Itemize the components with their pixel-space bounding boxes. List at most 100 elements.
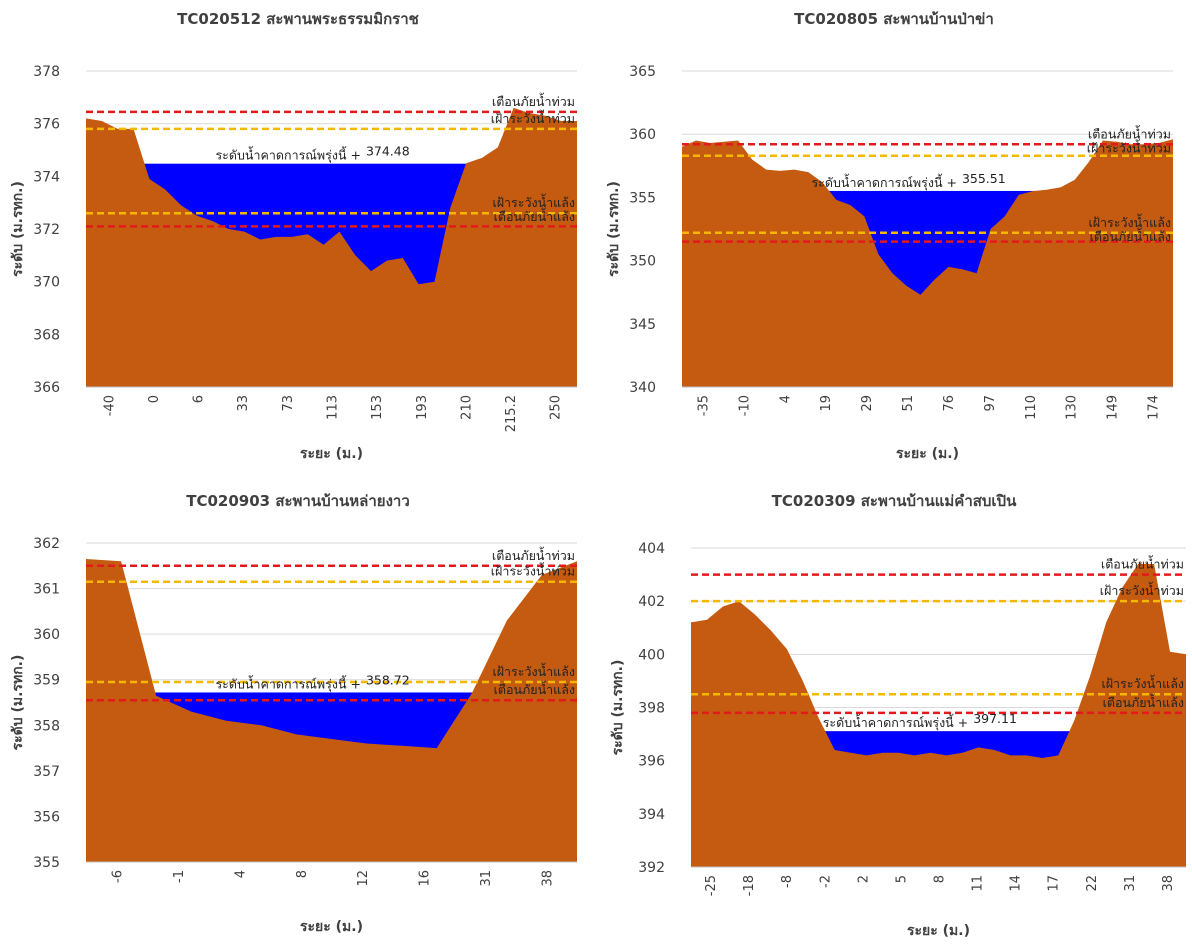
x-axis-title: ระยะ (ม.)	[300, 919, 363, 935]
forecast-label: ระดับน้ำคาดการณ์พรุ่งนี้ +	[823, 713, 969, 731]
y-tick-label: 359	[33, 673, 60, 689]
chart-tc020309: TC020309 สะพานบ้านแม่คำสบเปิน 392 394 396 39…	[610, 492, 1186, 939]
y-tick-label: 372	[33, 222, 60, 238]
y-tick-label: 366	[33, 380, 60, 396]
y-tick-label: 362	[33, 536, 60, 552]
threshold-label: เตือนภัยน้ำท่วม	[1088, 124, 1171, 141]
y-tick-label: 400	[638, 647, 665, 663]
threshold-label: เตือนภัยน้ำท่วม	[1101, 555, 1184, 572]
y-axis-title: ระดับ (ม.รทก.)	[610, 660, 626, 756]
x-tick-label: 5	[894, 875, 909, 883]
x-tick-label: 38	[1161, 875, 1176, 892]
y-tick-label: 404	[638, 541, 665, 557]
forecast-value: 358.72	[366, 672, 410, 687]
forecast-label: ระดับน้ำคาดการณ์พรุ่งนี้ +	[215, 146, 361, 164]
chart-title: TC020903 สะพานบ้านหล่ายงาว	[186, 492, 410, 510]
x-tick-label: -1	[172, 870, 187, 883]
x-tick-label: -8	[780, 875, 795, 888]
y-axis-title: ระดับ (ม.รทก.)	[10, 181, 26, 277]
x-tick-label: 12	[356, 870, 371, 887]
y-tick-label: 376	[33, 117, 60, 133]
x-tick-label: 130	[1065, 395, 1080, 420]
y-tick-label: 396	[638, 754, 665, 770]
y-tick-label: 370	[33, 275, 60, 291]
y-tick-label: 356	[33, 809, 60, 825]
x-tick-label: 8	[933, 875, 948, 883]
y-tick-label: 361	[33, 582, 60, 598]
y-tick-label: 355	[629, 190, 656, 206]
x-tick-label: -35	[696, 395, 711, 416]
y-tick-label: 374	[33, 169, 60, 185]
x-tick-label: 6	[192, 395, 207, 403]
ground-profile	[86, 559, 577, 862]
x-tick-label: 16	[418, 870, 433, 887]
y-tick-label: 345	[629, 317, 656, 333]
y-tick-label: 378	[33, 64, 60, 80]
x-tick-label: 113	[326, 395, 341, 420]
x-tick-label: -2	[818, 875, 833, 888]
threshold-label: เฝ้าระวังน้ำแล้ง	[492, 193, 575, 210]
x-tick-label: 31	[479, 870, 494, 887]
threshold-label: เตือนภัยน้ำแล้ง	[494, 207, 575, 224]
x-tick-label: 97	[983, 395, 998, 412]
x-tick-label: 31	[1123, 875, 1138, 892]
x-tick-label: 174	[1147, 395, 1162, 420]
y-tick-label: 357	[33, 764, 60, 780]
threshold-label: เตือนภัยน้ำแล้ง	[494, 680, 575, 697]
chart-panel-tc020309: TC020309 สะพานบ้านแม่คำสบเปิน 392 394 396 39…	[596, 472, 1192, 944]
x-tick-label: 38	[540, 870, 555, 887]
x-tick-label: 14	[1009, 875, 1024, 892]
x-tick-label: 149	[1106, 395, 1121, 420]
x-tick-label: 193	[415, 395, 430, 420]
x-tick-label: 2	[856, 875, 871, 883]
x-tick-label: 8	[295, 870, 310, 878]
x-tick-label: 0	[147, 395, 162, 403]
y-tick-label: 398	[638, 701, 665, 717]
x-axis-title: ระยะ (ม.)	[907, 923, 970, 939]
y-tick-label: 402	[638, 594, 665, 610]
forecast-value: 397.11	[973, 711, 1017, 726]
threshold-label: เฝ้าระวังน้ำท่วม	[491, 562, 575, 579]
y-tick-label: 355	[33, 855, 60, 871]
chart-tc020512: TC020512 สะพานพระธรรมมิกราช 366 368 370 372 3…	[10, 10, 577, 462]
threshold-label: เตือนภัยน้ำแล้ง	[1103, 693, 1184, 710]
x-tick-label: 153	[370, 395, 385, 420]
chart-title: TC020309 สะพานบ้านแม่คำสบเปิน	[772, 492, 1017, 510]
x-tick-label: 33	[236, 395, 251, 412]
ground-profile	[682, 139, 1173, 387]
x-tick-label: 4	[233, 870, 248, 878]
threshold-label: เฝ้าระวังน้ำแล้ง	[492, 662, 575, 679]
x-tick-label: 51	[901, 395, 916, 412]
forecast-value: 355.51	[962, 171, 1006, 186]
x-tick-label: 110	[1024, 395, 1039, 420]
x-axis-title: ระยะ (ม.)	[300, 446, 363, 462]
y-tick-label: 392	[638, 860, 665, 876]
y-tick-label: 360	[629, 127, 656, 143]
x-tick-label: 22	[1085, 875, 1100, 892]
x-tick-label: 215.2	[504, 395, 519, 432]
x-tick-label: -40	[102, 395, 117, 416]
y-axis-title: ระดับ (ม.รทก.)	[606, 181, 622, 277]
ground-profile	[691, 564, 1186, 867]
threshold-label: เตือนภัยน้ำแล้ง	[1090, 227, 1171, 244]
forecast-value: 374.48	[366, 144, 410, 159]
x-axis-title: ระยะ (ม.)	[896, 446, 959, 462]
threshold-label: เฝ้าระวังน้ำแล้ง	[1101, 674, 1184, 691]
forecast-label: ระดับน้ำคาดการณ์พรุ่งนี้ +	[811, 173, 957, 191]
threshold-label: เฝ้าระวังน้ำแล้ง	[1088, 213, 1171, 230]
y-tick-label: 350	[629, 254, 656, 270]
chart-panel-tc020805: TC020805 สะพานบ้านป่าข่า 340 345 350 355 360 3…	[596, 0, 1192, 472]
y-tick-label: 365	[629, 64, 656, 80]
y-tick-label: 358	[33, 718, 60, 734]
chart-tc020805: TC020805 สะพานบ้านป่าข่า 340 345 350 355 360 3…	[606, 10, 1173, 462]
y-tick-label: 360	[33, 627, 60, 643]
x-tick-label: 29	[860, 395, 875, 412]
threshold-label: เฝ้าระวังน้ำท่วม	[1087, 138, 1171, 155]
chart-panel-tc020903: TC020903 สะพานบ้านหล่ายงาว 355 356 357 358 35…	[0, 472, 596, 944]
x-tick-label: 17	[1047, 875, 1062, 892]
ground-profile	[86, 107, 577, 388]
x-tick-label: 210	[459, 395, 474, 420]
x-tick-label: -25	[704, 875, 719, 896]
x-tick-label: 4	[778, 395, 793, 403]
